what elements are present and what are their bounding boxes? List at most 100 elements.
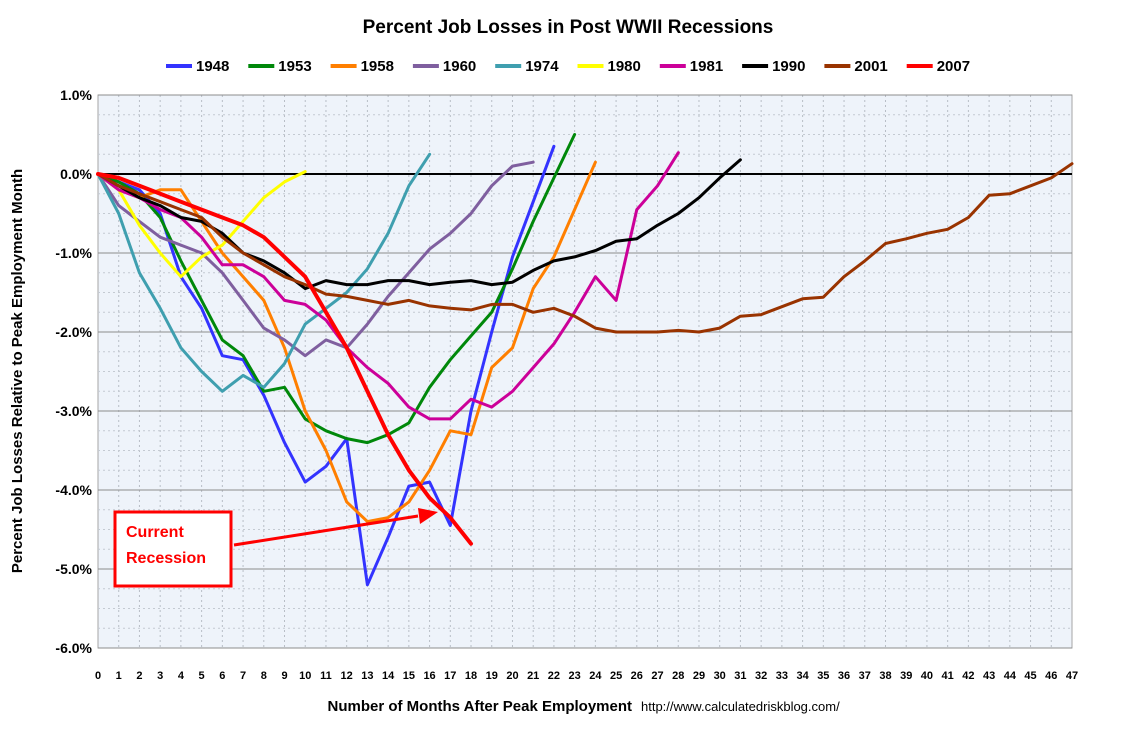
x-tick-label: 40: [921, 670, 933, 682]
x-tick-label: 3: [157, 670, 163, 682]
legend-item-2001: 2001: [824, 58, 888, 75]
series-line-1960: [96, 160, 535, 358]
x-tick-label: 43: [983, 670, 995, 682]
y-tick-label: -5.0%: [55, 561, 92, 577]
x-tick-label: 22: [548, 670, 560, 682]
x-tick-label: 32: [755, 670, 767, 682]
x-tick-label: 21: [527, 670, 539, 682]
x-tick-label: 17: [444, 670, 456, 682]
legend-item-1974: 1974: [495, 58, 559, 75]
legend-item-1981: 1981: [659, 58, 723, 75]
x-tick-label: 39: [900, 670, 912, 682]
annotation-line-1: Current: [126, 524, 184, 541]
x-tick-label: 26: [631, 670, 643, 682]
x-tick-label: 28: [672, 670, 684, 682]
x-tick-label: 45: [1024, 670, 1036, 682]
x-tick-label: 42: [962, 670, 974, 682]
x-axis-ticks: 0 1 2 3 4 5 6 7 8 9 10 11 12 13 14 15 16 17 18 19 20 21 22 23 24…: [95, 670, 1078, 682]
plot-area: [97, 94, 1073, 649]
y-tick-label: -4.0%: [55, 482, 92, 498]
x-axis-label: Number of Months After Peak Employment: [328, 698, 632, 715]
series-line-1974: [96, 152, 432, 393]
legend-label: 1960: [443, 58, 476, 75]
legend-label: 2001: [854, 58, 887, 75]
series-line-1980: [96, 170, 307, 279]
y-tick-label: -3.0%: [55, 403, 92, 419]
series-lines: [96, 133, 1074, 587]
x-tick-label: 46: [1045, 670, 1057, 682]
x-tick-label: 7: [240, 670, 246, 682]
x-tick-label: 2: [136, 670, 142, 682]
legend-item-1958: 1958: [330, 58, 394, 75]
x-tick-label: 29: [693, 670, 705, 682]
x-tick-label: 5: [199, 670, 205, 682]
x-tick-label: 19: [486, 670, 498, 682]
minor-gridlines: [98, 114, 1072, 629]
x-tick-label: 13: [361, 670, 373, 682]
x-tick-label: 33: [776, 670, 788, 682]
x-tick-label: 31: [734, 670, 746, 682]
x-tick-label: 14: [382, 670, 395, 682]
legend-label: 1974: [525, 58, 559, 75]
x-tick-label: 16: [423, 670, 435, 682]
series-line-2001: [96, 162, 1074, 334]
legend-label: 1953: [278, 58, 311, 75]
annotation-arrow-line: [233, 514, 419, 547]
series-line-2007: [96, 172, 473, 546]
x-tick-label: 10: [299, 670, 311, 682]
chart-title: Percent Job Losses in Post WWII Recessio…: [363, 17, 774, 38]
series-line-1981: [96, 151, 680, 421]
legend-item-1948: 1948: [166, 58, 229, 75]
x-tick-label: 15: [403, 670, 415, 682]
x-tick-label: 36: [838, 670, 850, 682]
x-tick-label: 20: [506, 670, 518, 682]
legend-item-1960: 1960: [412, 58, 476, 75]
series-line-1990: [96, 158, 742, 291]
legend-label: 1981: [690, 58, 723, 75]
y-tick-label: 0.0%: [60, 166, 92, 182]
x-tick-label: 12: [341, 670, 353, 682]
x-tick-label: 37: [859, 670, 871, 682]
y-tick-label: 1.0%: [60, 87, 92, 103]
x-tick-label: 30: [714, 670, 726, 682]
x-tick-label: 8: [261, 670, 267, 682]
legend-label: 1948: [196, 58, 229, 75]
y-axis-label: Percent Job Losses Relative to Peak Empl…: [9, 169, 26, 573]
legend-item-1953: 1953: [248, 58, 312, 75]
x-tick-label: 35: [817, 670, 829, 682]
x-tick-label: 41: [942, 670, 954, 682]
legend-item-2007: 2007: [906, 58, 970, 75]
x-tick-label: 11: [320, 670, 332, 682]
series-line-1958: [96, 160, 597, 524]
y-tick-label: -6.0%: [55, 640, 92, 656]
x-tick-label: 34: [796, 670, 809, 682]
y-tick-label: -2.0%: [55, 324, 92, 340]
current-recession-annotation: Current Recession: [113, 508, 438, 588]
y-tick-label: -1.0%: [55, 245, 92, 261]
x-tick-label: 27: [651, 670, 663, 682]
x-tick-label: 6: [219, 670, 225, 682]
series-line-1948: [96, 144, 556, 587]
annotation-box: [113, 510, 233, 588]
x-tick-label: 44: [1004, 670, 1017, 682]
x-tick-label: 4: [178, 670, 185, 682]
legend-item-1980: 1980: [577, 58, 641, 75]
legend-item-1990: 1990: [742, 58, 805, 75]
x-tick-label: 18: [465, 670, 477, 682]
legend-label: 1958: [361, 58, 394, 75]
annotation-arrowhead: [418, 508, 438, 524]
annotation-line-2: Recession: [126, 550, 206, 567]
x-tick-label: 0: [95, 670, 101, 682]
legend: 1948 1953 1958 1960 1974 1980 1981 1990 2001 2007: [166, 58, 970, 75]
x-tick-label: 1: [116, 670, 122, 682]
legend-label: 1990: [772, 58, 805, 75]
legend-label: 2007: [937, 58, 970, 75]
x-tick-label: 47: [1066, 670, 1078, 682]
x-tick-label: 9: [281, 670, 287, 682]
x-tick-label: 25: [610, 670, 622, 682]
y-axis-ticks: 1.0% 0.0% -1.0% -2.0% -3.0% -4.0% -5.0% -6.0%: [55, 87, 92, 656]
legend-label: 1980: [608, 58, 641, 75]
x-tick-label: 38: [879, 670, 891, 682]
